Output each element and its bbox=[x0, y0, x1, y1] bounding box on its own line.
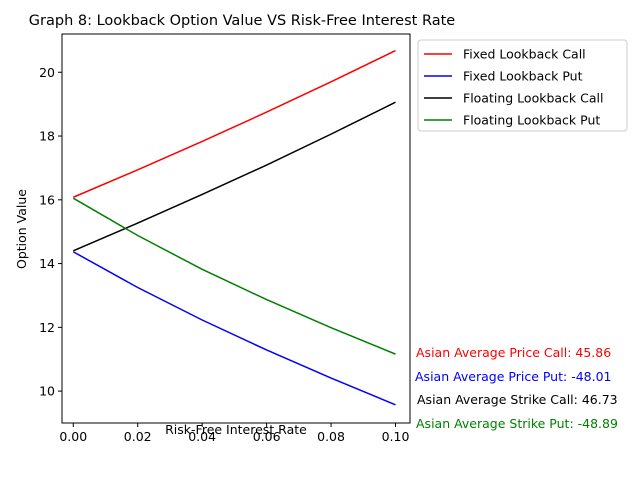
y-tick-label: 10 bbox=[39, 384, 55, 399]
y-tick-label: 18 bbox=[39, 129, 55, 144]
series-layer bbox=[72, 49, 396, 406]
legend: Fixed Lookback Call Fixed Lookback Put Flo… bbox=[417, 39, 628, 132]
x-tick-label: 0.04 bbox=[188, 429, 216, 444]
annotation-0: Asian Average Price Call: 45.86 bbox=[416, 345, 611, 360]
y-axis-label: Option Value bbox=[14, 189, 29, 269]
legend-label-1: Fixed Lookback Put bbox=[463, 69, 583, 84]
x-tick-label: 0.00 bbox=[59, 429, 87, 444]
chart-title: Graph 8: Lookback Option Value VS Risk-F… bbox=[29, 13, 455, 29]
x-axis: 0.00 0.02 0.04 0.06 0.08 0.10 bbox=[59, 423, 409, 444]
legend-label-0: Fixed Lookback Call bbox=[463, 47, 586, 62]
series-line-2 bbox=[72, 101, 396, 252]
y-tick-label: 12 bbox=[39, 320, 55, 335]
legend-label-2: Floating Lookback Call bbox=[463, 91, 603, 106]
x-tick-label: 0.10 bbox=[382, 429, 410, 444]
annotation-2: Asian Average Strike Call: 46.73 bbox=[417, 392, 618, 407]
plot-frame bbox=[61, 33, 411, 424]
annotation-3: Asian Average Strike Put: -48.89 bbox=[416, 416, 618, 431]
y-tick-label: 14 bbox=[39, 256, 55, 271]
series-line-3 bbox=[72, 197, 396, 355]
annotations: Asian Average Price Call: 45.86 Asian Ave… bbox=[415, 345, 618, 431]
series-line-1 bbox=[72, 251, 396, 406]
legend-label-3: Floating Lookback Put bbox=[463, 113, 600, 128]
plot-area bbox=[62, 34, 410, 423]
x-tick-label: 0.02 bbox=[124, 429, 152, 444]
x-tick-label: 0.08 bbox=[317, 429, 345, 444]
series-line-0 bbox=[72, 49, 396, 198]
legend-entries: Fixed Lookback Call Fixed Lookback Put Flo… bbox=[424, 47, 603, 128]
y-axis: 10 12 14 16 18 20 bbox=[39, 65, 62, 399]
y-tick-label: 20 bbox=[39, 65, 55, 80]
x-axis-label: Risk-Free Interest Rate bbox=[165, 422, 307, 437]
annotation-1: Asian Average Price Put: -48.01 bbox=[415, 369, 611, 384]
y-tick-label: 16 bbox=[39, 192, 55, 207]
legend-box bbox=[417, 39, 628, 132]
x-tick-label: 0.06 bbox=[253, 429, 281, 444]
